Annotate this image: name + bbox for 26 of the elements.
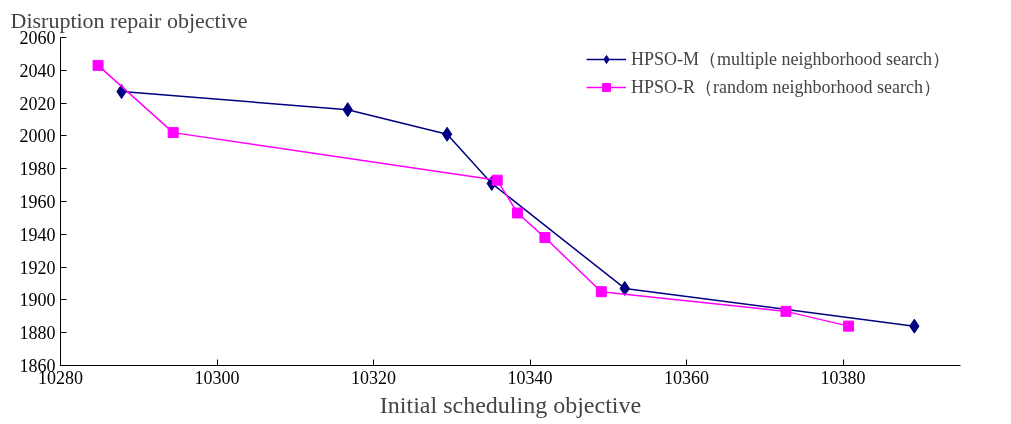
legend-label: HPSO-R（random neighborhood search） (631, 76, 941, 99)
y-tick-label: 1880 (19, 323, 56, 344)
legend-label: HPSO-M（multiple neighborhood search） (631, 48, 950, 71)
y-tick-label: 1900 (19, 290, 56, 311)
point (595, 286, 607, 298)
y-tick-label: 2020 (19, 93, 56, 114)
point (441, 126, 453, 142)
point (539, 232, 551, 244)
y-tick-label: 1940 (19, 224, 56, 245)
point (512, 207, 524, 219)
x-tick-label: 10320 (351, 367, 397, 388)
y-tick-label: 2000 (19, 126, 56, 147)
y-tick-label: 1960 (19, 192, 56, 212)
point (843, 320, 855, 332)
y-tick-label: 1920 (19, 257, 56, 278)
point (780, 305, 792, 317)
x-axis-title: Initial scheduling objective (379, 391, 642, 418)
x-tick-label: 10360 (664, 367, 710, 388)
x-tick-label: 10340 (507, 367, 553, 388)
y-tick-label: 2040 (19, 60, 56, 81)
x-tick-label: 10300 (194, 367, 240, 388)
point (491, 174, 503, 186)
x-tick-label: 10380 (820, 367, 866, 388)
y-tick-label: 1980 (19, 159, 56, 180)
point (167, 127, 179, 139)
point (92, 59, 104, 71)
